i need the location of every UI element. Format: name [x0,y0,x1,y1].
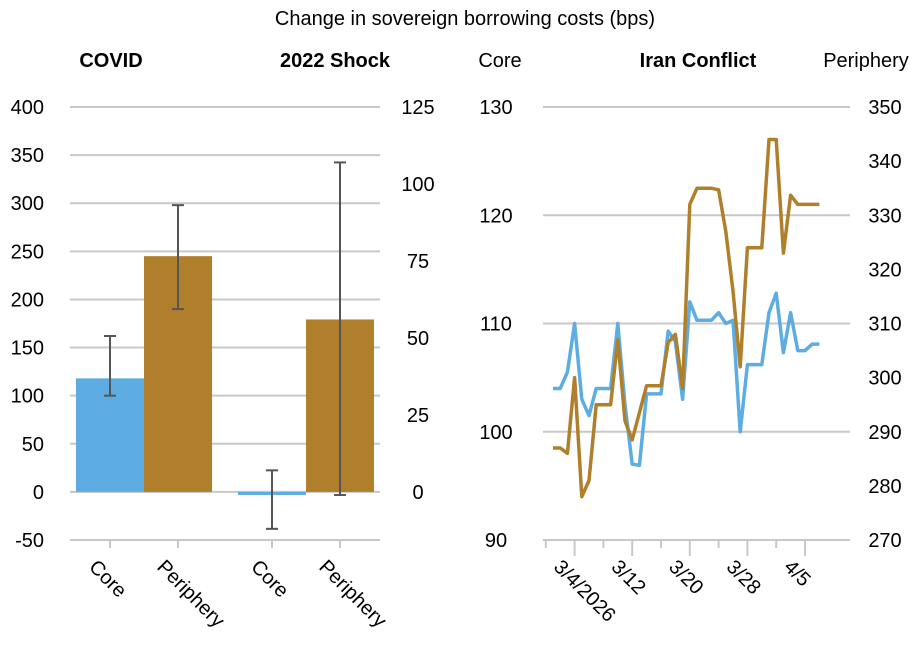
y-tick-right: 270 [868,530,901,552]
panel-title-covid: COVID [79,50,142,72]
y-tick-right: 300 [868,368,901,390]
y-tick-right: 320 [868,259,901,281]
chart-title: Change in sovereign borrowing costs (bps… [275,8,655,30]
line-chart: 90 100 110 120 130 270 280 290 300 310 320 330 340 35… [479,97,901,627]
y-tick-left: 150 [11,338,44,360]
y-tick-right: 330 [868,205,901,227]
y-tick-right: 310 [868,314,901,336]
bar-charts: -50 0 50 100 150 200 250 300 350 400 0 25 50 75 100 125… [11,97,435,632]
y-tick-left: 130 [479,97,512,119]
y-tick-left: 50 [22,434,44,456]
x-tick-label: Periphery [314,556,390,632]
iran-right-axis-label: Periphery [823,50,909,72]
line-periphery [553,137,820,499]
y-tick-right: 100 [401,174,434,196]
x-tick-label: 3/4/2026 [549,556,620,627]
y-tick-right: 25 [407,405,429,427]
y-tick-left: 250 [11,241,44,263]
x-tick-label: 3/12 [607,556,650,599]
y-tick-left: 110 [480,314,512,336]
y-tick-left: 100 [11,386,44,408]
y-tick-left: -50 [15,530,44,552]
y-tick-right: 125 [401,97,434,119]
y-tick-right: 50 [407,328,429,350]
y-tick-right: 350 [868,97,901,119]
line-core [553,291,820,468]
panel-title-iran-conflict: Iran Conflict [640,50,757,72]
x-tick-label: 3/28 [722,556,765,599]
x-tick-label: Core [84,556,130,602]
bar-core [76,378,144,492]
y-tick-right: 0 [412,482,423,504]
panel-title-2022-shock: 2022 Shock [280,50,391,72]
y-tick-right: 75 [407,251,429,273]
y-tick-right: 340 [868,151,901,173]
y-tick-right: 280 [868,476,901,498]
y-tick-left: 400 [11,97,44,119]
y-tick-right: 290 [868,422,901,444]
iran-left-axis-label: Core [478,50,521,72]
y-tick-left: 300 [11,193,44,215]
y-tick-left: 0 [33,482,44,504]
y-tick-left: 200 [11,289,44,311]
x-tick-label: 4/5 [779,556,814,591]
x-tick-label: Periphery [152,556,228,632]
x-tick-label: Core [246,556,292,602]
y-tick-left: 120 [479,205,512,227]
x-tick-label: 3/20 [664,556,707,599]
y-tick-left: 90 [485,530,507,552]
y-tick-left: 100 [479,422,512,444]
y-tick-left: 350 [11,145,44,167]
